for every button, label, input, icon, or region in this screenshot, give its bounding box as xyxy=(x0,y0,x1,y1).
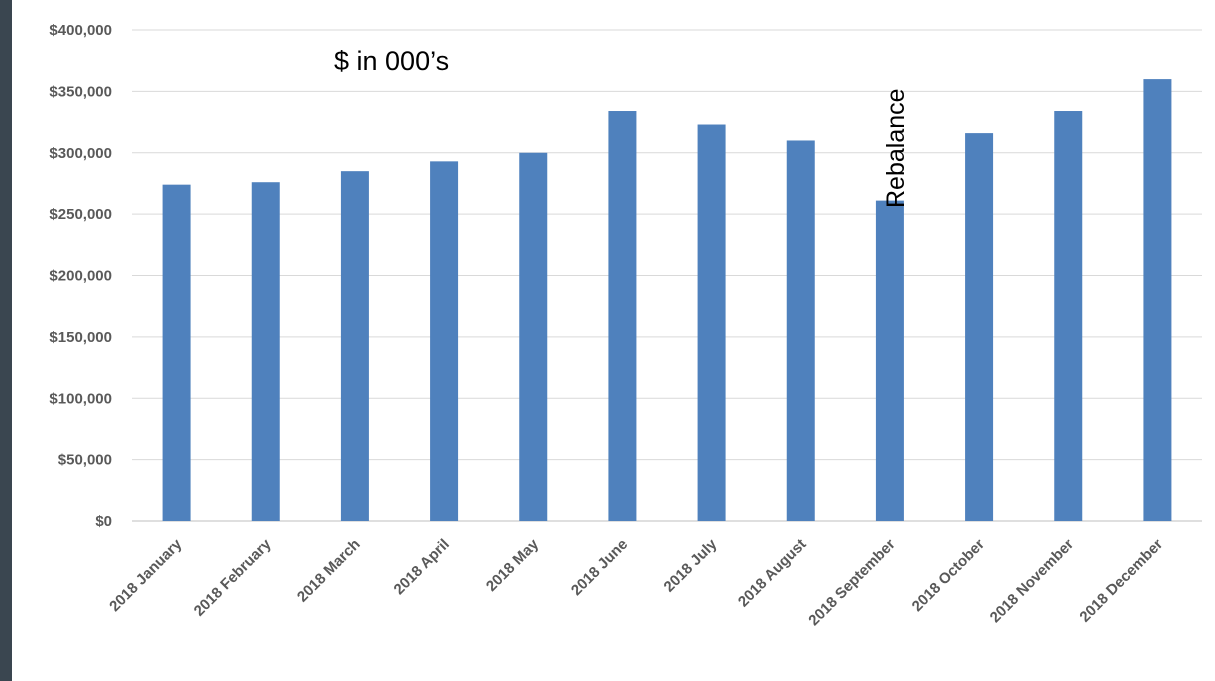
y-tick-label: $400,000 xyxy=(49,22,112,39)
rebalance-annotation: Rebalance xyxy=(882,88,910,208)
bar-series xyxy=(162,79,1172,522)
bar xyxy=(786,140,815,521)
bar xyxy=(875,200,904,521)
y-tick-label: $300,000 xyxy=(49,145,112,162)
y-tick-label: $100,000 xyxy=(49,390,112,407)
y-tick-label: $50,000 xyxy=(58,452,112,469)
bar xyxy=(430,161,459,521)
y-tick-label: $0 xyxy=(95,513,112,530)
y-tick-label: $200,000 xyxy=(49,268,112,285)
bar xyxy=(697,124,726,521)
x-category-label: 2018 February xyxy=(191,535,275,619)
y-tick-label: $350,000 xyxy=(49,83,112,100)
x-category-label: 2018 September xyxy=(805,536,898,629)
bar xyxy=(251,182,280,521)
bar xyxy=(340,171,369,521)
x-category-label: 2018 June xyxy=(568,536,631,599)
y-tick-label: $150,000 xyxy=(49,329,112,346)
x-category-label: 2018 March xyxy=(294,536,364,606)
gridlines xyxy=(132,29,1202,522)
bar xyxy=(608,111,637,521)
bar-chart: $0 $50,000 $100,000 $150,000 $200,000 $250,00… xyxy=(49,22,1202,629)
y-tick-label: $250,000 xyxy=(49,206,112,223)
x-category-label: 2018 October xyxy=(909,536,988,615)
y-axis-tick-labels: $0 $50,000 $100,000 $150,000 $200,000 $250,00… xyxy=(49,22,112,530)
bar xyxy=(965,133,994,522)
bar xyxy=(162,184,191,522)
chart-frame: $0 $50,000 $100,000 $150,000 $200,000 $250,00… xyxy=(12,0,1215,681)
x-category-label: 2018 April xyxy=(391,536,453,598)
bar xyxy=(1143,79,1172,521)
x-category-label: 2018 July xyxy=(661,535,721,595)
units-annotation: $ in 000’s xyxy=(334,46,449,76)
x-category-label: 2018 August xyxy=(735,536,810,611)
x-category-label: 2018 November xyxy=(987,536,1078,627)
x-category-label: 2018 January xyxy=(106,535,186,615)
bar xyxy=(519,152,548,521)
x-axis-category-labels: 2018 January 2018 February 2018 March 2018 … xyxy=(106,535,1166,629)
x-category-label: 2018 December xyxy=(1076,536,1166,626)
bar xyxy=(1054,111,1083,521)
x-category-label: 2018 May xyxy=(483,535,543,595)
